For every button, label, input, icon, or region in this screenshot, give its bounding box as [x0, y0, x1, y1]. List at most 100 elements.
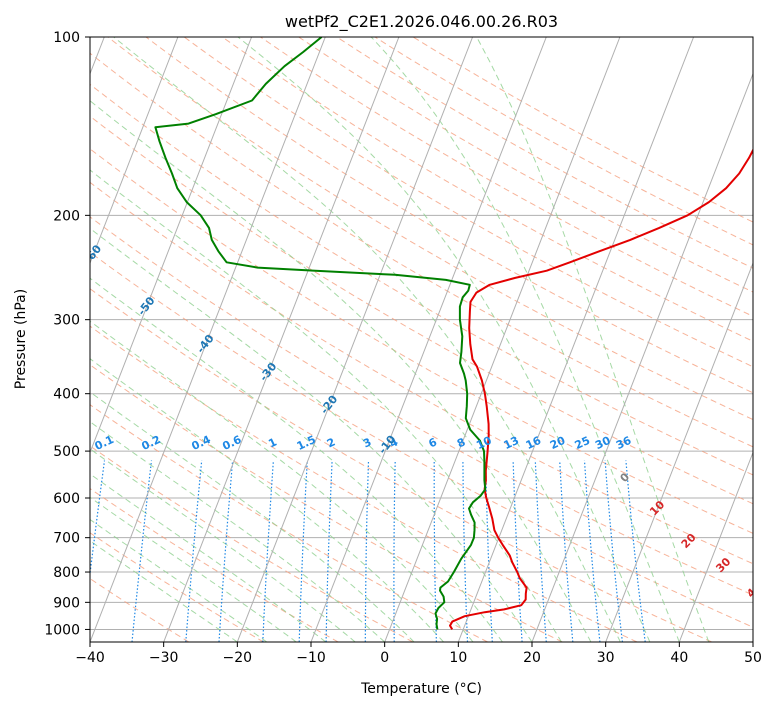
- y-tick-label: 200: [53, 208, 80, 224]
- dry-adiabats: [90, 37, 753, 642]
- x-tick-label: −20: [223, 650, 253, 666]
- mixing-ratio-label: 10: [474, 434, 494, 452]
- isotherm-line: [457, 37, 695, 642]
- mixing-ratio-lines: [90, 460, 646, 642]
- dry-adiabat-line: [222, 37, 753, 342]
- moist-adiabat-line: [90, 100, 592, 642]
- mixing-ratio-line: [393, 460, 396, 642]
- mixing-ratio-label: 20: [548, 434, 568, 452]
- x-tick-label: 50: [744, 650, 762, 666]
- mixing-ratio-label: 16: [524, 434, 544, 452]
- y-tick-label: 500: [53, 444, 80, 460]
- mixing-ratio-line: [604, 460, 623, 642]
- isotherm-line: [384, 37, 621, 642]
- mixing-ratio-line: [218, 460, 234, 642]
- y-tick-label: 700: [53, 531, 80, 547]
- plot-area: 0.10.20.40.611.52346810131620253036-100-…: [90, 37, 764, 642]
- dewpoint-profile-line: [154, 37, 487, 630]
- isotherm-line: [605, 261, 753, 642]
- temperature-profile-line: [449, 148, 753, 630]
- x-tick-label: 40: [670, 650, 688, 666]
- plot-frame: [89, 36, 754, 643]
- y-tick-label: 300: [53, 313, 80, 329]
- moist-adiabat-line: [90, 421, 386, 642]
- moist-adiabat-label: 40: [744, 580, 764, 600]
- dry-adiabat-line: [183, 37, 753, 368]
- x-tick-label: 0: [380, 650, 389, 666]
- moist-adiabats: [90, 37, 710, 642]
- mixing-ratio-label: 25: [573, 434, 592, 452]
- dry-adiabat-line: [90, 148, 753, 534]
- dry-adiabat-line: [145, 37, 753, 394]
- mixing-ratio-line: [625, 460, 646, 642]
- mixing-ratio-label: 30: [593, 434, 613, 452]
- dry-adiabat-line: [90, 445, 414, 642]
- mixing-ratio-line: [262, 460, 274, 642]
- isotherms: [90, 37, 753, 642]
- x-axis-label: Temperature (°C): [360, 681, 482, 697]
- isotherm-line: [236, 37, 474, 642]
- dry-adiabat-line: [412, 37, 753, 223]
- moist-adiabat-line: [90, 227, 533, 642]
- y-tick-label: 400: [53, 387, 80, 403]
- dry-adiabat-line: [90, 83, 753, 476]
- x-tick-label: 30: [597, 650, 615, 666]
- x-tick-label: 10: [449, 650, 467, 666]
- dry-adiabat-line: [90, 288, 712, 642]
- dry-adiabat-line: [90, 404, 488, 642]
- mixing-ratio-line: [462, 460, 469, 642]
- chart-title: wetPf2_C2E1.2026.046.00.26.R03: [285, 12, 558, 32]
- moist-adiabat-line: [90, 518, 268, 642]
- mixing-ratio-line: [185, 460, 203, 642]
- dry-adiabat-line: [107, 37, 753, 421]
- mixing-ratio-line: [298, 460, 308, 642]
- dry-adiabat-line: [336, 37, 753, 269]
- mixing-ratio-line: [131, 460, 153, 642]
- dry-adiabat-line: [374, 37, 753, 246]
- mixing-ratio-label: 36: [614, 434, 634, 452]
- isotherm-line: [310, 37, 547, 642]
- x-tick-label: −40: [75, 650, 105, 666]
- isotherm-line: [531, 72, 753, 642]
- mixing-ratio-line: [512, 460, 523, 642]
- isotherm-line: [90, 37, 179, 265]
- axes: −40 −30 −20 −10 0 10 20 30 40 50 100 200 300 400 500 60…: [44, 30, 762, 666]
- mixing-ratio-line: [485, 460, 493, 642]
- x-tick-label: −10: [296, 650, 326, 666]
- isotherm-line: [90, 37, 326, 642]
- mixing-ratio-line: [364, 460, 370, 642]
- y-tick-label: 600: [53, 491, 80, 507]
- moist-adiabat-line: [237, 37, 651, 642]
- mixing-ratio-line: [325, 460, 333, 642]
- moist-adiabat-line: [90, 320, 474, 642]
- y-axis-label: Pressure (hPa): [13, 289, 29, 389]
- mixing-ratio-line: [559, 460, 574, 642]
- x-tick-label: −30: [149, 650, 179, 666]
- moist-adiabat-line: [90, 448, 356, 642]
- isotherm-line: [678, 451, 753, 642]
- isotherm-line: [163, 37, 400, 642]
- dry-adiabat-line: [90, 181, 753, 565]
- y-tick-label: 1000: [44, 622, 80, 638]
- mixing-ratio-line: [90, 460, 106, 579]
- x-tick-label: 20: [523, 650, 541, 666]
- mixing-ratio-line: [534, 460, 547, 642]
- dry-adiabat-line: [90, 532, 264, 642]
- y-tick-label: 900: [53, 595, 80, 611]
- moist-adiabat-line: [370, 37, 680, 642]
- y-tick-label: 100: [53, 30, 80, 46]
- dry-adiabat-line: [90, 325, 638, 642]
- dry-adiabat-line: [90, 52, 753, 448]
- moist-adiabat-line: [90, 277, 503, 642]
- dry-adiabat-line: [298, 37, 753, 293]
- mixing-ratio-line: [433, 460, 437, 642]
- moist-adiabat-line: [113, 37, 621, 642]
- moist-adiabat-line: [476, 37, 710, 642]
- sounding-series: [154, 37, 753, 630]
- mixing-ratio-line: [583, 460, 601, 642]
- dry-adiabat-line: [90, 216, 753, 596]
- isotherm-line: [90, 37, 253, 454]
- mixing-ratio-label: 13: [502, 434, 521, 452]
